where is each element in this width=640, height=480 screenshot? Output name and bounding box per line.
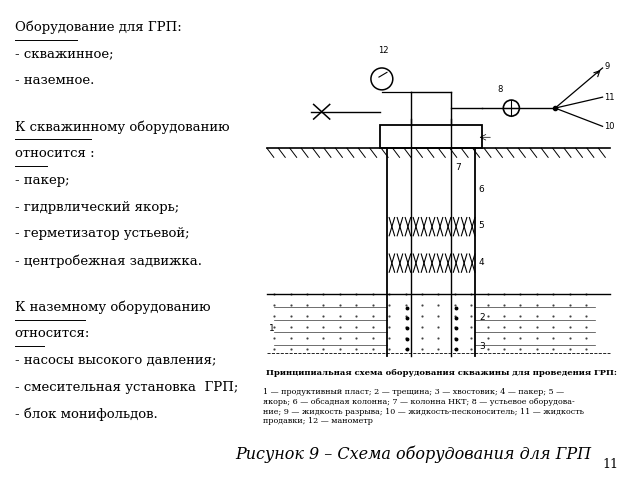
Text: 3: 3 bbox=[479, 342, 485, 351]
Text: 8: 8 bbox=[498, 84, 503, 94]
Text: 9: 9 bbox=[604, 61, 610, 71]
FancyBboxPatch shape bbox=[380, 124, 482, 148]
Text: 2: 2 bbox=[479, 312, 485, 322]
Text: - блок монифольдов.: - блок монифольдов. bbox=[15, 408, 157, 421]
Text: 7: 7 bbox=[455, 163, 461, 172]
Text: - герметизатор устьевой;: - герметизатор устьевой; bbox=[15, 228, 189, 240]
Text: К наземному оборудованию: К наземному оборудованию bbox=[15, 300, 211, 314]
Text: 11: 11 bbox=[602, 458, 618, 471]
Text: 12: 12 bbox=[378, 46, 389, 55]
Text: 1: 1 bbox=[269, 324, 275, 333]
Text: - пакер;: - пакер; bbox=[15, 174, 69, 187]
Text: - гидрвлический якорь;: - гидрвлический якорь; bbox=[15, 201, 179, 214]
Text: относится:: относится: bbox=[15, 327, 90, 340]
Text: 6: 6 bbox=[479, 185, 484, 194]
Text: К скважинному оборудованию: К скважинному оборудованию bbox=[15, 120, 229, 134]
Text: - центробежная задвижка.: - центробежная задвижка. bbox=[15, 254, 202, 268]
Text: Рисунок 9 – Схема оборудования для ГРП: Рисунок 9 – Схема оборудования для ГРП bbox=[236, 445, 591, 463]
Text: Оборудование для ГРП:: Оборудование для ГРП: bbox=[15, 21, 182, 34]
Text: - наземное.: - наземное. bbox=[15, 74, 94, 87]
Text: - смесительная установка  ГРП;: - смесительная установка ГРП; bbox=[15, 381, 238, 394]
Text: 5: 5 bbox=[479, 221, 484, 230]
Text: 10: 10 bbox=[604, 122, 615, 131]
Text: 4: 4 bbox=[479, 258, 484, 267]
Text: - насосы высокого давления;: - насосы высокого давления; bbox=[15, 354, 216, 367]
Text: - скважинное;: - скважинное; bbox=[15, 47, 113, 60]
Text: относится :: относится : bbox=[15, 147, 94, 160]
Text: Принципиальная схема оборудования скважины для проведения ГРП:: Принципиальная схема оборудования скважи… bbox=[266, 369, 617, 377]
Text: 1 — продуктивный пласт; 2 — трещина; 3 — хвостовик; 4 — пакер; 5 —
якорь; 6 — об: 1 — продуктивный пласт; 2 — трещина; 3 —… bbox=[264, 388, 584, 425]
Text: 11: 11 bbox=[604, 93, 615, 102]
